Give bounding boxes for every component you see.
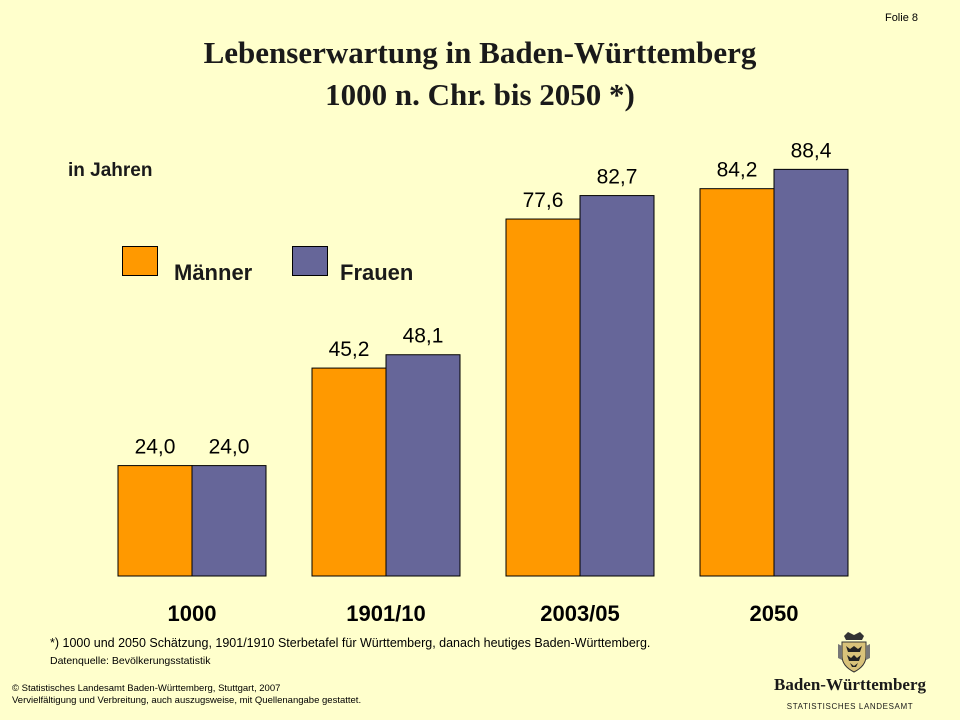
copyright-notice: © Statistisches Landesamt Baden-Württemb… [12, 683, 361, 707]
data-label-frauen-2: 82,7 [597, 166, 638, 189]
legend-label-maenner: Männer [174, 260, 253, 285]
legend-swatch-frauen [292, 246, 328, 276]
bar-maenner-3 [699, 188, 775, 577]
data-label-frauen-1: 48,1 [403, 325, 444, 348]
category-label-0: 1000 [168, 601, 217, 626]
legend-label-frauen: Frauen [340, 260, 414, 285]
category-label-2: 2003/05 [540, 601, 620, 626]
copyright-line-1: © Statistisches Landesamt Baden-Württemb… [12, 683, 281, 694]
footnote: *) 1000 und 2050 Schätzung, 1901/1910 St… [50, 636, 651, 650]
coat-of-arms-icon [838, 632, 870, 673]
logo-name: Baden-Württemberg [773, 675, 927, 694]
category-label-3: 2050 [750, 601, 799, 626]
legend-swatch-maenner [122, 246, 158, 276]
bar-frauen-1 [385, 354, 461, 577]
slide-number: Folie 8 [884, 12, 918, 24]
chart-title: Lebenserwartung in Baden-Württemberg [203, 35, 757, 70]
data-label-frauen-0: 24,0 [209, 436, 250, 459]
data-label-maenner-2: 77,6 [523, 189, 564, 212]
bar-maenner-1 [311, 367, 387, 577]
bar-maenner-2 [505, 218, 581, 577]
data-label-maenner-3: 84,2 [717, 159, 758, 182]
data-label-maenner-0: 24,0 [135, 436, 176, 459]
chart-title-block: Lebenserwartung in Baden-Württemberg 100… [0, 32, 960, 116]
bar-frauen-3 [773, 168, 849, 577]
copyright-line-2: Vervielfältigung und Verbreitung, auch a… [12, 695, 362, 706]
logo-subtitle: STATISTISCHES LANDESAMT [786, 702, 914, 711]
y-unit-label: in Jahren [68, 160, 153, 181]
data-label-maenner-1: 45,2 [329, 338, 370, 361]
bar-frauen-2 [579, 195, 655, 577]
bar-maenner-0 [117, 465, 193, 577]
category-label-1: 1901/10 [346, 601, 426, 626]
chart-subtitle: 1000 n. Chr. bis 2050 *) [325, 77, 635, 112]
data-label-frauen-3: 88,4 [791, 139, 832, 162]
data-source: Datenquelle: Bevölkerungsstatistik [50, 655, 211, 667]
bar-frauen-0 [191, 465, 267, 577]
